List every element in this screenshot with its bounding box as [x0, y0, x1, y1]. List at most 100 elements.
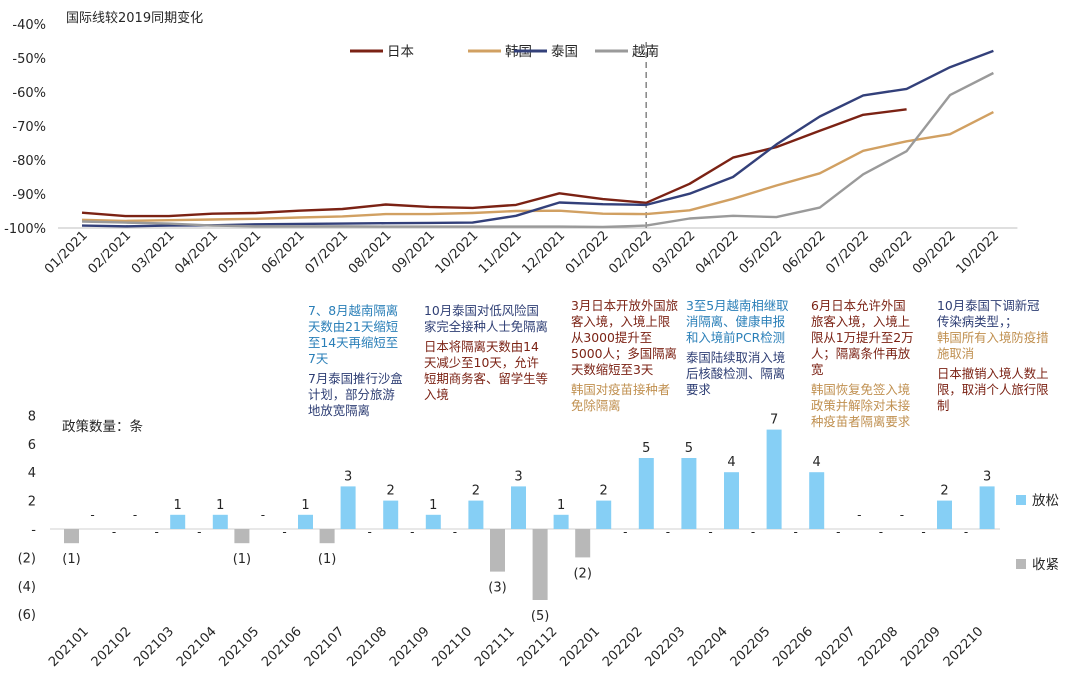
x-tick-label: 202106 — [259, 624, 305, 670]
x-tick-label: 11/2021 — [476, 228, 525, 277]
relax-bar-label: 1 — [429, 498, 437, 513]
tighten-bar — [64, 529, 79, 544]
tighten-bar-label: - — [282, 525, 286, 539]
x-tick-label: 202203 — [643, 624, 689, 670]
tighten-bar — [234, 529, 250, 544]
relax-bar-label: 7 — [770, 413, 778, 428]
y-tick-label: - — [31, 523, 36, 538]
relax-bar — [596, 500, 612, 529]
x-tick-label: 202205 — [728, 624, 774, 670]
x-tick-label: 08/2022 — [867, 228, 916, 277]
tighten-bar-label: - — [879, 525, 883, 539]
x-tick-label: 202103 — [131, 624, 177, 670]
relax-bar — [340, 486, 356, 529]
annotation-line: 韩国对疫苗接种者免除隔离 — [571, 382, 671, 413]
y-tick-label: 8 — [28, 409, 36, 424]
tighten-bar-label: - — [155, 525, 159, 539]
x-tick-label: 05/2021 — [216, 228, 265, 277]
tighten-bar — [490, 529, 505, 572]
tighten-bar-label: (1) — [318, 552, 336, 567]
relax-bar-label: - — [261, 508, 265, 522]
series-line-日本 — [81, 108, 907, 218]
x-tick-label: 202101 — [46, 624, 92, 670]
annotation-jul-2021: 7、8月越南隔离天数由21天缩短至14天再缩短至7天 7月泰国推行沙盒计划，部分… — [308, 303, 404, 423]
annotation-line: 韩国恢复免签入境政策并解除对未接种疫苗者隔离要求 — [811, 382, 911, 429]
tighten-bar-label: - — [794, 525, 798, 539]
x-tick-label: 03/2022 — [650, 228, 699, 277]
tighten-bar-label: - — [964, 525, 968, 539]
x-tick-label: 04/2021 — [172, 228, 221, 277]
relax-bar — [511, 486, 526, 529]
relax-bar — [468, 500, 484, 529]
relax-bar — [170, 514, 186, 529]
relax-bar-label: - — [133, 508, 137, 522]
x-tick-label: 02/2021 — [85, 228, 134, 277]
tighten-bar-label: - — [197, 525, 201, 539]
legend-label: 放松 — [1032, 493, 1059, 509]
tighten-bar — [575, 529, 591, 558]
tighten-bar — [532, 529, 548, 600]
tighten-bar-label: - — [112, 525, 116, 539]
x-tick-label: 202104 — [174, 624, 220, 670]
relax-bar-label: 1 — [216, 498, 224, 513]
x-tick-label: 202102 — [89, 624, 135, 670]
tighten-bar-label: - — [836, 525, 840, 539]
tighten-bar-label: (1) — [233, 552, 251, 567]
annotation-line: 3月日本开放外国旅客入境，入境上限从3000提升至5000人；多国隔离天数缩短至… — [571, 298, 679, 377]
x-tick-label: 202202 — [600, 624, 646, 670]
annotation-line: 10月泰国下调新冠传染病类型，； — [937, 298, 1040, 329]
annotation-line: 6月日本允许外国旅客入境，入境上限从1万提升至2万人；隔离条件再放宽 — [811, 298, 914, 377]
x-tick-label: 01/2021 — [42, 228, 91, 277]
y-tick-label: (6) — [18, 608, 36, 623]
relax-bar — [553, 514, 569, 529]
y-tick-label: -60% — [12, 86, 46, 101]
y-tick-label: 6 — [28, 438, 36, 453]
x-tick-label: 202111 — [472, 624, 518, 670]
tighten-bar-label: - — [708, 525, 712, 539]
relax-bar-label: 2 — [387, 484, 395, 499]
relax-bar — [298, 514, 313, 529]
tighten-bar-label: (1) — [62, 552, 80, 567]
annotation-line: 10月泰国对低风险国家完全接种人士免隔离 — [424, 303, 548, 334]
relax-bar-label: 2 — [600, 484, 608, 499]
relax-bar-label: 3 — [983, 469, 991, 484]
y-tick-label: -50% — [12, 52, 46, 67]
relax-bar-label: 4 — [813, 455, 821, 470]
relax-bar-label: 5 — [685, 441, 693, 456]
relax-bar-label: 3 — [344, 469, 352, 484]
x-tick-label: 07/2022 — [823, 228, 872, 277]
x-tick-label: 202210 — [941, 624, 987, 670]
y-tick-label: 2 — [28, 495, 36, 510]
x-tick-label: 202112 — [515, 624, 561, 670]
y-tick-label: (4) — [18, 580, 36, 595]
x-tick-label: 09/2022 — [910, 228, 959, 277]
y-tick-label: 4 — [28, 466, 36, 481]
tighten-bar-label: - — [623, 525, 627, 539]
relax-bar-label: 1 — [301, 498, 309, 513]
x-tick-label: 05/2022 — [736, 228, 785, 277]
annotation-oct-2022: 10月泰国下调新冠传染病类型，； 韩国所有入境防疫措施取消 日本撤销入境人数上限… — [937, 298, 1049, 418]
x-tick-label: 202207 — [813, 624, 859, 670]
line-chart-title: 国际线较2019同期变化 — [66, 10, 203, 26]
legend-label: 越南 — [632, 44, 659, 60]
x-tick-label: 08/2021 — [346, 228, 395, 277]
relax-bar — [383, 500, 399, 529]
y-tick-label: -40% — [12, 18, 46, 33]
legend-label: 泰国 — [551, 44, 578, 60]
relax-bar-label: 2 — [472, 484, 480, 499]
annotation-oct-2021: 10月泰国对低风险国家完全接种人士免隔离 日本将隔离天数由14天减少至10天，允… — [424, 303, 550, 407]
annotation-line: 3至5月越南相继取消隔离、健康申报和入境前PCR检测 — [686, 298, 789, 345]
legend-swatch — [1016, 495, 1026, 505]
x-tick-label: 202105 — [217, 624, 263, 670]
annotation-line: 7、8月越南隔离天数由21天缩短至14天再缩短至7天 — [308, 303, 399, 366]
bar-chart-title: 政策数量：条 — [62, 418, 143, 435]
relax-bar — [425, 514, 441, 529]
tighten-bar-label: - — [368, 525, 372, 539]
relax-bar-label: 4 — [727, 455, 735, 470]
relax-bar — [809, 472, 825, 529]
legend-label: 收紧 — [1032, 557, 1059, 573]
y-tick-label: (2) — [18, 551, 36, 566]
relax-bar-label: 3 — [514, 469, 522, 484]
y-tick-label: -90% — [12, 188, 46, 203]
